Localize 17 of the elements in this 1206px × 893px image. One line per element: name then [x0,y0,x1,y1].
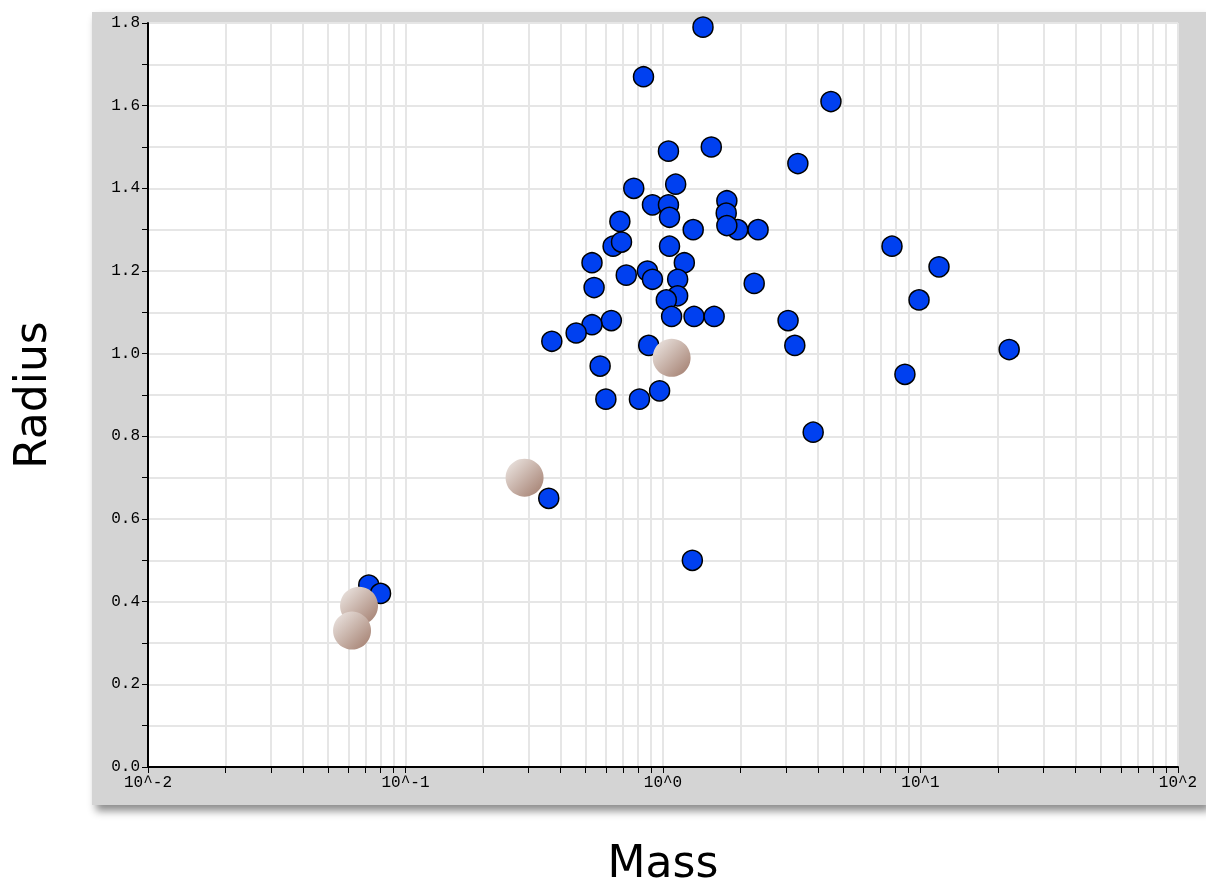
y-tick-label: 0.2 [111,675,140,694]
y-tick-label: 1.8 [111,14,140,32]
y-tick-label: 1.2 [111,262,140,280]
y-tick-label: 0.4 [111,592,140,611]
y-tick-label: 0.0 [111,758,140,776]
x-tick-label: 10^0 [643,774,683,792]
y-tick-label: 0.6 [111,510,140,528]
x-tick-label: 10^-1 [381,774,430,792]
y-tick-label: 0.8 [111,427,140,446]
y-tick-label: 1.6 [111,96,140,115]
x-tick-label: 10^1 [901,774,940,792]
x-tick-label: 10^2 [1158,774,1198,792]
y-tick-label: 1.0 [111,344,140,363]
y-tick-label: 1.4 [111,179,140,198]
x-tick-label: 10^-2 [123,774,173,792]
x-axis-title: Mass [607,835,719,887]
y-axis-title: Radius [4,321,56,469]
